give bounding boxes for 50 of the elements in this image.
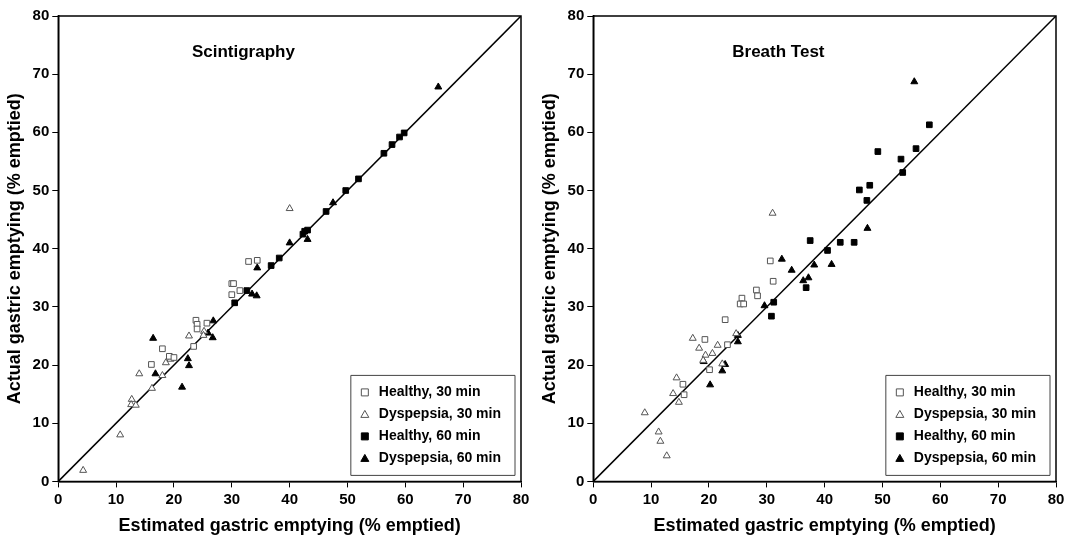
legend-label: Healthy, 60 min — [913, 427, 1016, 444]
y-tick-label: 80 — [32, 6, 50, 24]
legend-label: Healthy, 60 min — [378, 427, 481, 444]
y-tick-label: 40 — [32, 238, 50, 256]
x-tick-label: 50 — [339, 489, 356, 507]
legend-label: Healthy, 30 min — [913, 383, 1016, 400]
y-axis-title: Actual gastric emptying (% emptied) — [3, 93, 24, 405]
legend-label: Dyspepsia, 60 min — [913, 449, 1037, 466]
x-tick-label: 60 — [931, 489, 949, 507]
x-tick-label: 70 — [989, 489, 1007, 507]
y-tick-label: 0 — [575, 471, 585, 489]
y-tick-label: 60 — [567, 122, 585, 140]
x-tick-label: 20 — [165, 489, 183, 507]
y-tick-label: 50 — [567, 180, 585, 198]
y-tick-label: 80 — [567, 6, 585, 24]
text: Scintigraphy — [191, 41, 296, 61]
y-tick-label: 20 — [567, 355, 585, 373]
x-tick-label: 80 — [512, 489, 530, 507]
y-tick-label: 70 — [32, 64, 50, 82]
x-tick-label: 70 — [454, 489, 472, 507]
y-tick-label: 10 — [567, 413, 585, 431]
y-tick-label: 40 — [567, 238, 585, 256]
x-tick-label: 60 — [396, 489, 414, 507]
y-tick-label: 0 — [40, 471, 50, 489]
x-tick-label: 20 — [700, 489, 718, 507]
x-tick-label: 0 — [54, 489, 63, 507]
legend-label: Dyspepsia, 30 min — [378, 405, 502, 422]
x-axis-title: Estimated gastric emptying (% emptied) — [653, 515, 996, 536]
y-tick-label: 30 — [32, 297, 50, 315]
x-tick-label: 30 — [758, 489, 776, 507]
x-tick-label: 0 — [589, 489, 598, 507]
legend-label: Healthy, 30 min — [378, 383, 481, 400]
y-tick-label: 70 — [567, 64, 585, 82]
y-tick-label: 30 — [567, 297, 585, 315]
x-tick-label: 10 — [642, 489, 660, 507]
x-tick-label: 80 — [1047, 489, 1065, 507]
x-tick-label: 40 — [281, 489, 298, 507]
legend-label: Dyspepsia, 30 min — [913, 405, 1037, 422]
y-tick-label: 50 — [32, 180, 50, 198]
x-tick-label: 40 — [816, 489, 833, 507]
y-tick-label: 10 — [32, 413, 50, 431]
legend-label: Dyspepsia, 60 min — [378, 449, 502, 466]
x-tick-label: 50 — [874, 489, 891, 507]
x-tick-label: 30 — [223, 489, 241, 507]
x-axis-title: Estimated gastric emptying (% emptied) — [118, 515, 461, 536]
x-tick-label: 10 — [107, 489, 125, 507]
y-tick-label: 20 — [32, 355, 50, 373]
y-axis-title: Actual gastric emptying (% emptied) — [538, 93, 559, 405]
text: Breath Test — [732, 41, 825, 61]
y-tick-label: 60 — [32, 122, 50, 140]
